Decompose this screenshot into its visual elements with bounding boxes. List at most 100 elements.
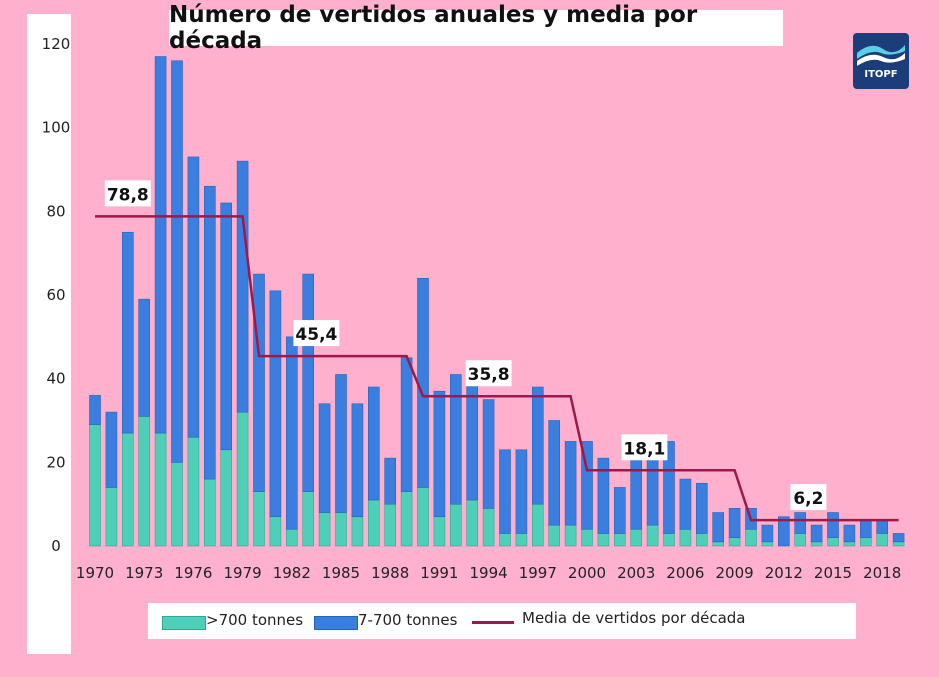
bar-medium-spills-1998 [548,420,561,526]
average-label-box-1980 [293,320,340,347]
x-tick-label-1988: 1988 [371,564,409,582]
x-tick-label-2009: 2009 [716,564,754,582]
average-label-box-2000 [621,434,668,461]
bar-large-spills-1987 [367,499,380,547]
bar-medium-spills-1972 [122,231,134,434]
bar-large-spills-2000 [581,528,593,547]
bar-large-spills-2015 [827,537,839,547]
bar-medium-spills-1987 [367,386,380,501]
legend: >700 tonnes 7-700 tonnes Media de vertid… [148,603,856,639]
bar-large-spills-2018 [876,533,889,547]
bar-medium-spills-1982 [285,336,298,530]
bar-medium-spills-2008 [712,512,725,543]
bar-large-spills-1984 [318,512,331,547]
bar-medium-spills-1978 [220,202,232,451]
bar-medium-spills-1992 [449,374,462,505]
bar-large-spills-1980 [253,491,265,547]
bar-medium-spills-2018 [876,520,889,534]
bar-large-spills-1972 [122,432,134,547]
bar-medium-spills-2019 [892,533,905,543]
x-tick-label-1976: 1976 [174,564,212,582]
legend-swatch-medium-spills [314,616,358,630]
bar-large-spills-2017 [859,537,872,547]
bar-medium-spills-1984 [318,403,331,513]
bar-medium-spills-1997 [531,386,544,505]
bar-large-spills-1979 [236,411,249,547]
bar-large-spills-2006 [679,528,692,547]
x-tick-label-1973: 1973 [125,564,163,582]
bar-large-spills-1976 [187,436,200,547]
average-label-box-2010 [790,484,827,511]
bar-medium-spills-1995 [499,449,511,534]
bar-large-spills-1983 [302,491,315,547]
bar-medium-spills-1985 [335,374,347,513]
bar-large-spills-1988 [384,503,397,547]
bar-large-spills-2016 [843,541,856,547]
average-label-box-1970 [104,180,151,207]
y-tick-label-60: 60 [46,286,65,304]
bar-medium-spills-1981 [269,290,282,518]
bar-large-spills-1973 [138,416,150,547]
x-tick-label-1994: 1994 [470,564,508,582]
bar-large-spills-1997 [531,503,544,547]
x-tick-label-2012: 2012 [765,564,803,582]
bar-medium-spills-2014 [810,524,823,543]
chart-title: Número de vertidos anuales y media por d… [169,2,783,54]
bar-medium-spills-1986 [351,403,364,518]
bar-large-spills-2004 [646,524,659,547]
average-label-1970: 78,8 [107,185,149,205]
decade-average-line [95,215,899,522]
bar-large-spills-2001 [597,533,610,547]
y-axis-panel [27,14,71,654]
y-tick-label-120: 120 [42,35,71,53]
legend-label-medium-spills: 7-700 tonnes [358,611,458,629]
bar-medium-spills-2011 [761,524,774,543]
y-tick-label-40: 40 [46,370,65,388]
x-tick-label-1991: 1991 [420,564,458,582]
x-tick-label-1970: 1970 [76,564,114,582]
bar-large-spills-1981 [269,516,282,547]
x-tick-label-2015: 2015 [814,564,852,582]
bar-large-spills-1995 [499,533,511,547]
bar-medium-spills-2006 [679,478,692,530]
bar-large-spills-2009 [728,537,741,547]
bar-large-spills-1992 [449,503,462,547]
legend-swatch-large-spills [162,616,206,630]
bar-large-spills-2013 [794,533,807,547]
bar-medium-spills-2015 [827,512,839,538]
x-tick-label-1997: 1997 [519,564,557,582]
bar-large-spills-2010 [745,528,757,547]
bar-large-spills-1991 [433,516,446,547]
x-tick-label-2018: 2018 [863,564,901,582]
bar-large-spills-2008 [712,541,725,547]
bar-medium-spills-2007 [695,482,708,534]
bar-medium-spills-1973 [138,298,150,417]
bar-large-spills-1975 [171,462,183,547]
bar-medium-spills-1990 [417,277,429,488]
x-tick-label-2006: 2006 [666,564,704,582]
x-ticks: 1970 1973 1976 1979 1982 1985 1988 1991 1994 1997… [76,564,901,582]
bar-large-spills-2011 [761,541,774,547]
bar-large-spills-1974 [154,432,167,547]
bar-medium-spills-1983 [302,273,315,492]
bar-medium-spills-1975 [171,60,183,463]
y-tick-label-80: 80 [46,202,65,220]
bar-large-spills-2014 [810,541,823,547]
bar-large-spills-1999 [564,524,577,547]
bar-medium-spills-2013 [794,512,807,534]
x-tick-label-1985: 1985 [322,564,360,582]
bar-medium-spills-1979 [236,160,249,413]
average-label-1990: 35,8 [468,365,510,385]
bar-medium-spills-2005 [663,441,675,534]
bar-medium-spills-1977 [204,185,216,480]
bar-medium-spills-1976 [187,156,200,438]
bar-medium-spills-2002 [613,487,626,534]
bar-large-spills-1970 [89,424,101,547]
bar-medium-spills-2001 [597,457,610,534]
x-tick-label-1979: 1979 [224,564,262,582]
bar-large-spills-1971 [105,487,118,547]
bar-large-spills-2019 [892,541,905,547]
legend-label-large-spills: >700 tonnes [206,611,304,629]
bar-medium-spills-1971 [105,411,118,488]
